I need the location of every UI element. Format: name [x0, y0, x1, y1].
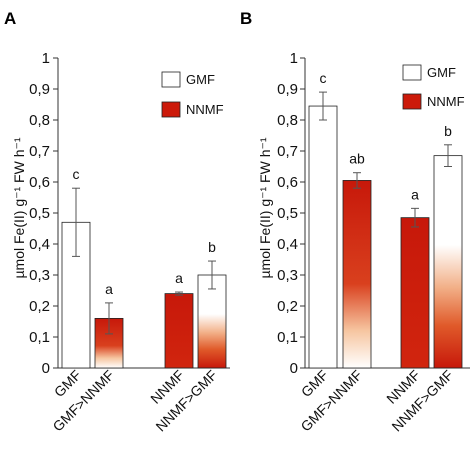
bar: [164, 293, 194, 369]
significance-label: a: [411, 186, 419, 202]
y-tick-label: 0,4: [277, 236, 298, 253]
category-label: GMF>NNMF: [297, 367, 365, 435]
bar: [342, 180, 372, 369]
significance-label: c: [73, 166, 80, 182]
y-tick-label: 0,8: [277, 112, 298, 129]
category-label: GMF>NNMF: [49, 367, 117, 435]
y-tick-label: 0,3: [277, 267, 298, 284]
legend-swatch: [402, 64, 422, 81]
y-tick-label: 0,2: [277, 298, 298, 315]
y-tick-label: 0,7: [277, 143, 298, 160]
y-tick-label: 0,9: [29, 81, 50, 98]
significance-label: a: [105, 281, 113, 297]
y-tick-label: 0,3: [29, 267, 50, 284]
bar: [308, 105, 338, 369]
legend-label: NNMF: [427, 94, 465, 109]
bar: [61, 221, 91, 369]
y-tick-label: 0: [42, 360, 50, 377]
y-tick-label: 0,1: [29, 329, 50, 346]
y-tick-label: 0,9: [277, 81, 298, 98]
y-tick-label: 0,4: [29, 236, 50, 253]
significance-label: a: [175, 270, 183, 286]
y-tick-label: 0,6: [29, 174, 50, 191]
panel-letter: A: [4, 9, 16, 28]
y-tick-label: 0,1: [277, 329, 298, 346]
panel-b: B 0 0,1 0,2 0,3 0,4 0,5 0,6 0,7 0,8 0,9 1 µmol Fe(II…: [240, 9, 470, 434]
y-axis-label: µmol Fe(II) g⁻¹ FW h⁻¹: [11, 137, 27, 278]
significance-label: b: [444, 123, 452, 139]
y-tick-label: 0: [290, 360, 298, 377]
y-tick-label: 0,8: [29, 112, 50, 129]
legend-label: NNMF: [186, 102, 224, 117]
y-tick-label: 1: [290, 50, 298, 67]
panel-letter: B: [240, 9, 252, 28]
legend-swatch: [402, 93, 422, 110]
legend-swatch: [161, 71, 181, 88]
y-tick-label: 0,5: [277, 205, 298, 222]
legend-label: GMF: [427, 65, 456, 80]
significance-label: c: [320, 70, 327, 86]
y-axis-label: µmol Fe(II) g⁻¹ FW h⁻¹: [257, 137, 273, 278]
bar: [197, 274, 227, 369]
y-tick-label: 0,6: [277, 174, 298, 191]
significance-label: ab: [349, 151, 365, 167]
panel-a: A 0 0,1 0,2 0,3 0,4 0,5 0,6 0,7 0,8 0,9 1 µmol Fe(II…: [4, 9, 230, 434]
bar: [400, 217, 430, 369]
y-tick-label: 1: [42, 50, 50, 67]
y-tick-label: 0,5: [29, 205, 50, 222]
legend-swatch: [161, 101, 181, 118]
significance-label: b: [208, 239, 216, 255]
y-tick-label: 0,2: [29, 298, 50, 315]
y-tick-label: 0,7: [29, 143, 50, 160]
bar: [433, 155, 463, 369]
legend-label: GMF: [186, 72, 215, 87]
